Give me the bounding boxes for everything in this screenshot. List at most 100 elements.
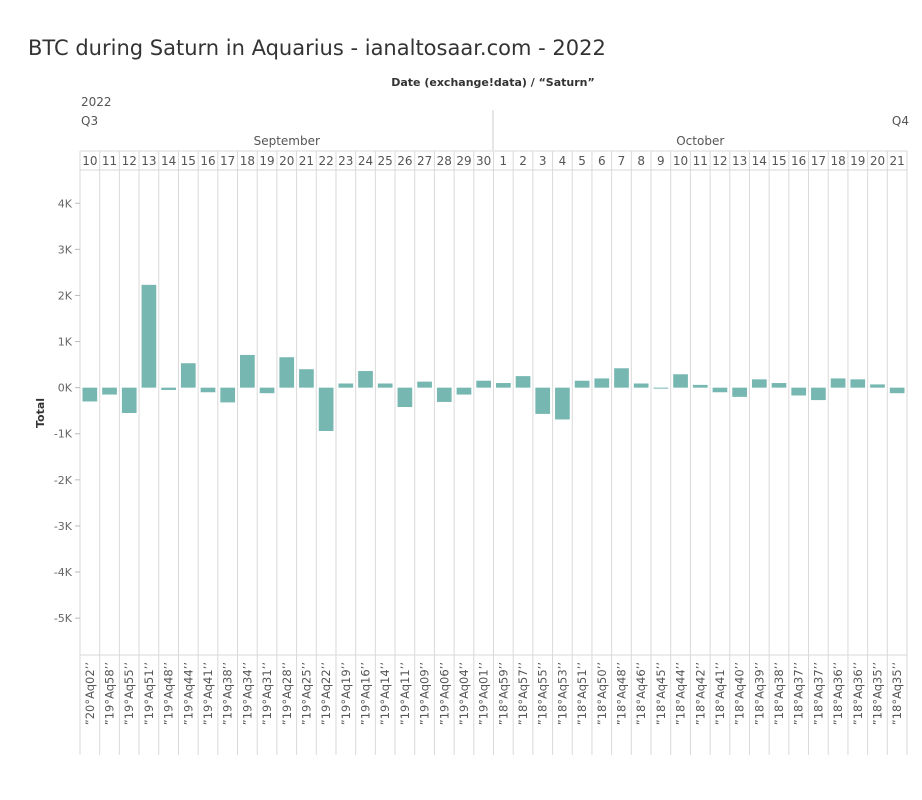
day-label: 4 bbox=[559, 154, 567, 168]
bar bbox=[653, 387, 669, 389]
category-label: ”18°Aq37’’ bbox=[811, 662, 825, 725]
category-label: ”19°Aq22’’ bbox=[319, 662, 333, 725]
bar bbox=[240, 354, 255, 388]
day-label: 20 bbox=[870, 154, 885, 168]
day-label: 10 bbox=[82, 154, 97, 168]
bar bbox=[732, 387, 747, 397]
bar bbox=[259, 387, 275, 394]
bar bbox=[200, 387, 216, 393]
category-label: ”18°Aq37’’ bbox=[792, 662, 806, 725]
bar bbox=[436, 387, 452, 402]
bar bbox=[496, 383, 511, 388]
bar bbox=[555, 387, 570, 420]
category-label: ”18°Aq57’’ bbox=[516, 662, 530, 725]
day-label: 5 bbox=[578, 154, 586, 168]
quarter-label: Q4 bbox=[892, 114, 909, 128]
day-label: 15 bbox=[771, 154, 786, 168]
category-label: ”18°Aq55’’ bbox=[536, 662, 550, 725]
category-label: ”19°Aq38’’ bbox=[221, 662, 235, 725]
day-label: 20 bbox=[279, 154, 294, 168]
bar bbox=[692, 384, 708, 388]
category-label: ”18°Aq46’’ bbox=[634, 662, 648, 725]
y-tick-label: 1K bbox=[58, 336, 73, 349]
bar bbox=[121, 387, 137, 413]
day-label: 27 bbox=[417, 154, 432, 168]
day-label: 9 bbox=[657, 154, 665, 168]
category-label: ”18°Aq50’’ bbox=[595, 662, 609, 725]
day-label: 3 bbox=[539, 154, 547, 168]
bar bbox=[811, 387, 826, 401]
day-label: 28 bbox=[437, 154, 452, 168]
day-label: 21 bbox=[890, 154, 905, 168]
category-label: ”20°Aq02’’ bbox=[83, 662, 97, 725]
bar bbox=[850, 379, 866, 388]
quarter-label: Q3 bbox=[81, 114, 98, 128]
category-label: ”18°Aq44’’ bbox=[674, 662, 688, 725]
bar bbox=[515, 376, 531, 388]
bar bbox=[791, 387, 807, 396]
category-label: ”18°Aq36’’ bbox=[831, 662, 845, 725]
y-axis-label: Total bbox=[34, 398, 47, 428]
category-label: ”19°Aq19’’ bbox=[339, 662, 353, 725]
y-tick-label: 2K bbox=[58, 289, 73, 302]
bar bbox=[870, 384, 885, 388]
bar bbox=[889, 387, 905, 394]
bar bbox=[338, 383, 354, 388]
bar bbox=[771, 383, 787, 388]
bar bbox=[456, 387, 472, 395]
bar bbox=[751, 379, 767, 388]
day-label: 12 bbox=[122, 154, 137, 168]
day-label: 30 bbox=[476, 154, 491, 168]
day-label: 14 bbox=[752, 154, 767, 168]
y-tick-label: -4K bbox=[54, 566, 73, 579]
day-label: 10 bbox=[673, 154, 688, 168]
header-title: Date (exchange!data) / “Saturn” bbox=[391, 76, 594, 89]
bar bbox=[161, 387, 176, 390]
category-label: ”19°Aq16’’ bbox=[359, 662, 373, 725]
bar bbox=[673, 374, 688, 388]
day-label: 12 bbox=[712, 154, 727, 168]
y-tick-label: -2K bbox=[54, 474, 73, 487]
category-label: ”19°Aq34’’ bbox=[240, 662, 254, 725]
bar bbox=[633, 383, 649, 388]
category-label: ”18°Aq35’’ bbox=[890, 662, 904, 725]
day-label: 24 bbox=[358, 154, 373, 168]
chart-title: BTC during Saturn in Aquarius - ianaltos… bbox=[28, 36, 606, 60]
category-label: ”19°Aq55’’ bbox=[122, 662, 136, 725]
category-label: ”19°Aq06’’ bbox=[437, 662, 451, 725]
bar bbox=[574, 380, 590, 388]
category-label: ”18°Aq35’’ bbox=[870, 662, 884, 725]
year-label: 2022 bbox=[81, 95, 112, 109]
category-label: ”19°Aq04’’ bbox=[457, 662, 471, 725]
category-label: ”18°Aq36’’ bbox=[851, 662, 865, 725]
day-label: 13 bbox=[141, 154, 156, 168]
day-label: 11 bbox=[693, 154, 708, 168]
bar bbox=[358, 371, 373, 388]
bar bbox=[318, 387, 334, 431]
y-tick-label: -1K bbox=[54, 428, 73, 441]
y-tick-label: 0K bbox=[58, 382, 73, 395]
category-label: ”19°Aq14’’ bbox=[378, 662, 392, 725]
day-label: 19 bbox=[850, 154, 865, 168]
day-label: 16 bbox=[200, 154, 215, 168]
day-label: 2 bbox=[519, 154, 527, 168]
day-label: 23 bbox=[338, 154, 353, 168]
bar bbox=[397, 387, 413, 408]
category-label: ”19°Aq01’’ bbox=[477, 662, 491, 725]
category-label: ”18°Aq40’’ bbox=[733, 662, 747, 725]
category-label: ”18°Aq53’’ bbox=[555, 662, 569, 725]
bar bbox=[377, 383, 393, 388]
bar bbox=[476, 380, 491, 388]
day-label: 29 bbox=[456, 154, 471, 168]
day-label: 18 bbox=[240, 154, 255, 168]
day-label: 13 bbox=[732, 154, 747, 168]
day-label: 19 bbox=[259, 154, 274, 168]
category-label: ”18°Aq59’’ bbox=[496, 662, 510, 725]
category-label: ”19°Aq28’’ bbox=[280, 662, 294, 725]
day-label: 18 bbox=[830, 154, 845, 168]
day-label: 6 bbox=[598, 154, 606, 168]
day-label: 16 bbox=[791, 154, 806, 168]
bar bbox=[279, 357, 295, 388]
month-label: September bbox=[254, 134, 320, 148]
bar bbox=[712, 387, 728, 393]
